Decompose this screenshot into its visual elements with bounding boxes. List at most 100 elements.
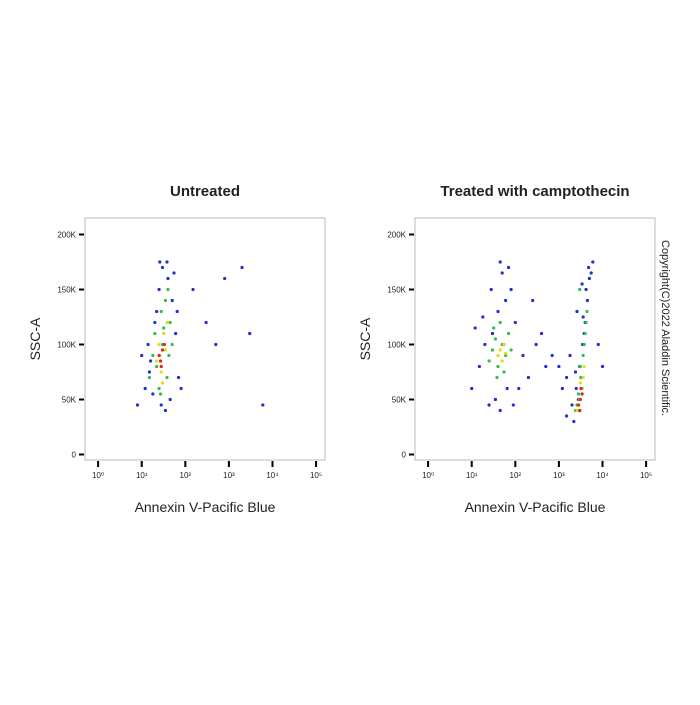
event-dot <box>481 315 485 319</box>
x-tick-label: 10⁵ <box>310 471 322 480</box>
x-axis-label: Annexin V-Pacific Blue <box>135 499 276 515</box>
event-dot <box>163 408 168 413</box>
event-dot <box>159 309 163 314</box>
event-dot <box>584 320 588 325</box>
event-dot <box>493 397 498 402</box>
event-dot <box>511 403 515 407</box>
event-dot <box>157 386 161 391</box>
event-dot <box>162 326 166 330</box>
y-axis-label: SSC-A <box>357 317 373 360</box>
event-dot <box>147 375 151 380</box>
event-dot <box>584 287 588 292</box>
event-dot <box>573 370 578 374</box>
event-dot <box>578 287 582 292</box>
event-dot <box>578 364 582 369</box>
plot-frame <box>84 217 326 461</box>
event-dot <box>162 331 166 336</box>
event-dot <box>157 342 161 347</box>
event-dot <box>550 353 554 358</box>
event-dot <box>473 326 477 330</box>
event-dot <box>489 287 493 292</box>
event-dot <box>578 397 582 402</box>
plot-frame <box>414 217 656 461</box>
event-dot <box>504 353 508 358</box>
event-dot <box>570 403 574 407</box>
event-dot <box>172 271 176 275</box>
x-tick-label: 10² <box>180 471 192 480</box>
event-dot <box>560 386 564 391</box>
event-dot <box>581 315 585 319</box>
event-dot <box>160 348 165 352</box>
event-dot <box>155 309 159 314</box>
event-dot <box>146 342 150 347</box>
event-dot <box>502 370 506 374</box>
y-tick-label: 200K <box>387 231 406 240</box>
event-dot <box>159 370 163 374</box>
event-dot <box>493 337 498 341</box>
copyright-note: Copyright(C)2022 Aladdin Scientific. <box>659 240 671 416</box>
x-tick-label: 10⁴ <box>266 471 279 480</box>
x-tick-label: 10⁴ <box>596 471 609 480</box>
x-tick-label: 10⁰ <box>422 471 434 480</box>
event-dot <box>568 353 572 358</box>
x-tick-label: 10¹ <box>136 471 148 480</box>
event-dot <box>165 320 169 325</box>
event-dot <box>589 271 593 275</box>
event-dot <box>176 375 181 380</box>
event-dot <box>587 276 591 281</box>
event-dot <box>564 375 569 380</box>
event-dot <box>531 298 535 303</box>
event-dot <box>147 370 151 374</box>
event-dot <box>162 342 166 347</box>
event-dot <box>496 364 500 369</box>
event-dot <box>175 309 179 314</box>
event-dot <box>135 403 140 407</box>
event-dot <box>564 414 569 418</box>
event-dot <box>500 359 504 363</box>
event-dot <box>157 287 161 292</box>
event-dot <box>167 353 171 358</box>
event-dot <box>600 364 605 369</box>
y-tick-label: 50K <box>62 396 77 405</box>
event-dot <box>582 364 586 369</box>
event-dot <box>539 331 544 336</box>
event-dot <box>579 375 583 380</box>
event-dot <box>492 326 496 330</box>
event-dot <box>214 342 218 347</box>
x-tick-label: 10² <box>510 471 522 480</box>
event-dot <box>160 265 165 270</box>
event-dot <box>168 397 172 402</box>
event-dot <box>163 348 168 352</box>
event-dot <box>158 359 163 363</box>
event-dot <box>174 331 178 336</box>
event-dot <box>159 403 163 407</box>
event-dot <box>248 331 252 336</box>
event-dot <box>574 386 578 391</box>
event-dot <box>583 331 587 336</box>
event-dot <box>557 364 561 369</box>
event-dot <box>513 320 517 325</box>
event-dot <box>579 386 583 391</box>
event-dot <box>487 359 491 363</box>
event-dot <box>149 359 153 363</box>
y-tick-label: 200K <box>57 231 76 240</box>
event-dot <box>155 364 159 369</box>
event-dot <box>498 260 502 264</box>
x-tick-label: 10¹ <box>466 471 478 480</box>
chart-title: Untreated <box>170 183 240 200</box>
event-dot <box>521 353 525 358</box>
event-dot <box>506 265 511 270</box>
event-dot <box>575 408 579 413</box>
event-dot <box>153 320 157 325</box>
event-dot <box>582 342 586 347</box>
x-tick-label: 10⁰ <box>92 471 104 480</box>
event-dot <box>504 298 508 303</box>
y-tick-label: 100K <box>57 341 76 350</box>
event-dot <box>496 309 500 314</box>
event-dot <box>509 348 513 352</box>
event-dot <box>498 348 502 352</box>
x-axis-label: Annexin V-Pacific Blue <box>465 499 606 515</box>
event-dot <box>495 375 499 380</box>
event-dot <box>500 271 504 275</box>
